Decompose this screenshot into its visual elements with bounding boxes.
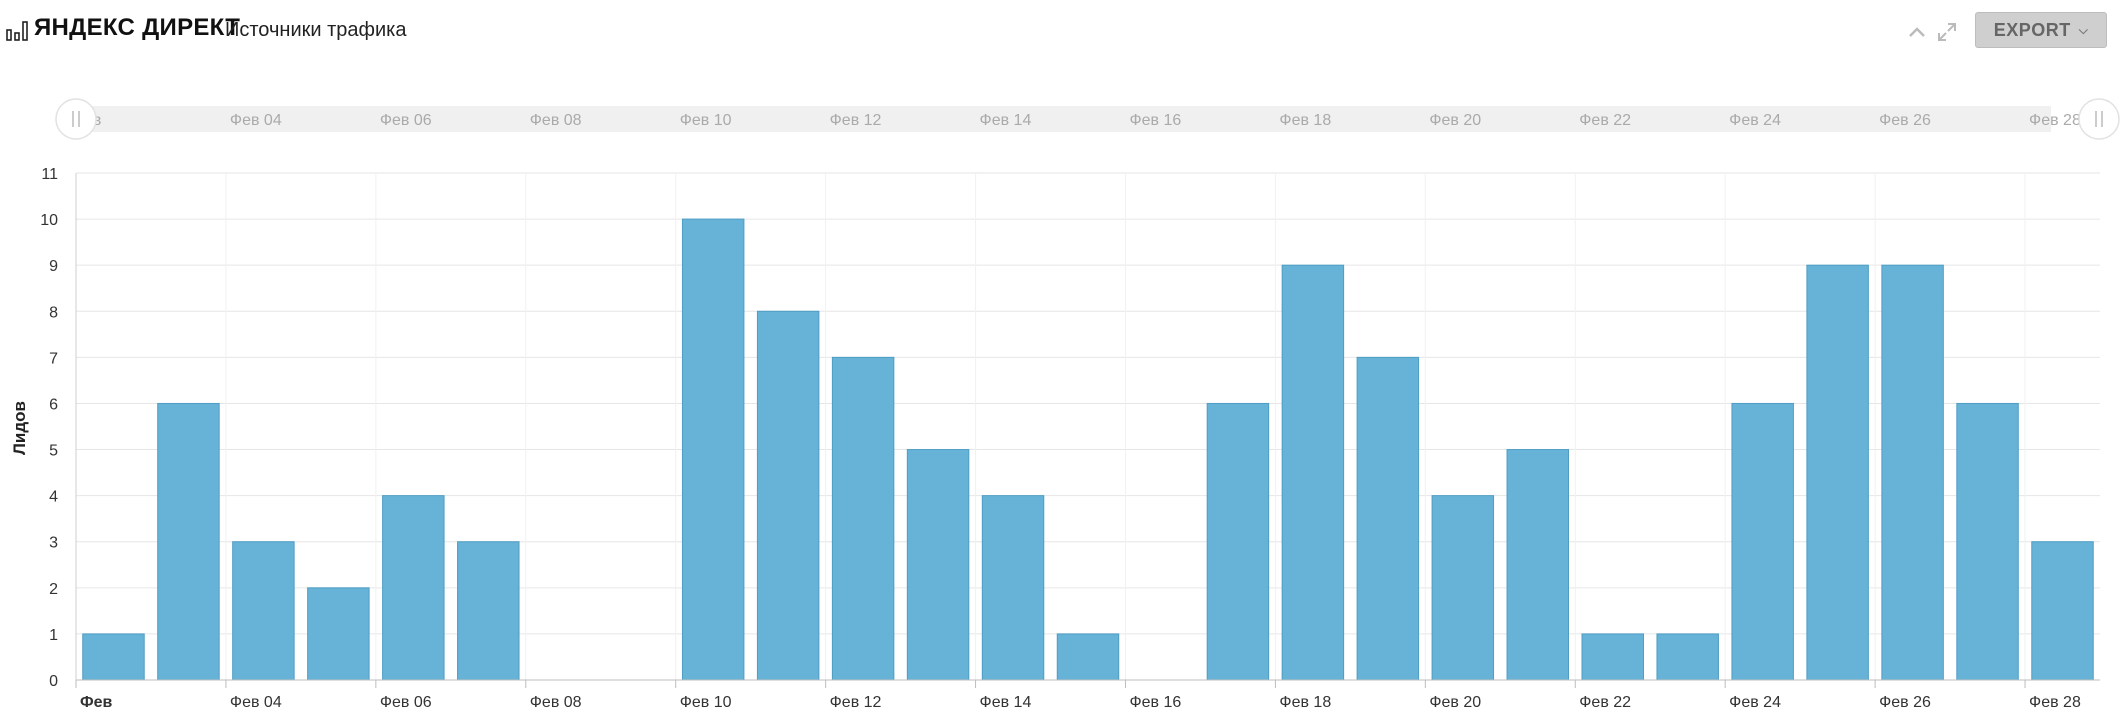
bar-Фев-13[interactable]	[906, 449, 970, 681]
x-axis-ticks: Фев Фев 04 Фев 06 Фев 08 Фев 10 Фев 12 Фев 14 Ф…	[75, 680, 2081, 711]
x-tick-label: Фев 24	[1729, 694, 1781, 711]
bar-Фев-15[interactable]	[1056, 633, 1120, 681]
x-tick-label: Фев	[80, 694, 113, 711]
x-tick-label: Фев 16	[1129, 694, 1181, 711]
export-button[interactable]: EXPORT ⌵	[1975, 12, 2107, 48]
x-tick-label: Фев 10	[680, 694, 732, 711]
y-tick-label: 0	[49, 673, 58, 690]
bar-Фев-22[interactable]	[1581, 633, 1644, 681]
navigator-handle-right[interactable]	[2078, 98, 2120, 140]
bar-Фев-10[interactable]	[681, 218, 745, 681]
bars	[82, 218, 2094, 681]
chevron-down-icon: ⌵	[2078, 22, 2089, 37]
x-tick-label: Фев 06	[380, 694, 432, 711]
navigator-label: Фев 10	[680, 112, 732, 129]
bar-Фев-23[interactable]	[1656, 633, 1719, 681]
bar-Фев-02[interactable]	[82, 633, 145, 681]
y-tick-label: 11	[41, 166, 58, 183]
navigator-label: Фев 14	[980, 112, 1032, 129]
bar-Фев-06[interactable]	[382, 495, 445, 681]
bar-Фев-21[interactable]	[1506, 449, 1570, 681]
x-tick-label: Фев 26	[1879, 694, 1931, 711]
navigator-label: Фев 06	[380, 112, 432, 129]
bar-Фев-24[interactable]	[1731, 402, 1794, 681]
export-label: EXPORT	[1993, 19, 2071, 40]
y-tick-label: 9	[49, 258, 58, 275]
bar-Фев-19[interactable]	[1356, 356, 1420, 681]
bar-Фев-25[interactable]	[1806, 264, 1869, 681]
y-tick-label: 6	[49, 396, 58, 413]
x-tick-label: Фев 28	[2029, 694, 2081, 711]
bar-Фев-27[interactable]	[1956, 402, 2019, 681]
bar-Фев-28[interactable]	[2031, 541, 2094, 681]
brand-title: ЯНДЕКС ДИРЕКТ	[34, 14, 241, 41]
x-tick-label: Фев 22	[1579, 694, 1631, 711]
y-tick-label: 4	[49, 489, 58, 506]
y-tick-label: 5	[49, 443, 58, 460]
y-axis-labels: 0 1 2 3 4 5 6 7 8 9 10 11	[40, 166, 58, 690]
bar-Фев-14[interactable]	[981, 495, 1045, 681]
navigator-label: Фев 08	[530, 112, 582, 129]
navigator-label: Фев 22	[1579, 112, 1631, 129]
navigator-label: Фев 20	[1429, 112, 1481, 129]
bar-Фев-18[interactable]	[1281, 264, 1345, 681]
navigator-label: Фев 24	[1729, 112, 1781, 129]
y-tick-label: 3	[49, 535, 58, 552]
grid	[75, 172, 2100, 680]
navigator-label: Фев 26	[1879, 112, 1931, 129]
y-tick-label: 8	[49, 304, 58, 321]
x-tick-label: Фев 08	[530, 694, 582, 711]
x-tick-label: Фев 12	[830, 694, 882, 711]
navigator-label: Фев 16	[1129, 112, 1181, 129]
bar-Фев-11[interactable]	[756, 310, 820, 681]
x-tick-label: Фев 14	[980, 694, 1032, 711]
bar-Фев-26[interactable]	[1881, 264, 1944, 681]
x-tick-label: Фев 20	[1429, 694, 1481, 711]
navigator-label: Фев 04	[230, 112, 282, 129]
bar-Фев-17[interactable]	[1206, 402, 1270, 681]
navigator-label: Фев 12	[830, 112, 882, 129]
x-tick-label: Фев 18	[1279, 694, 1331, 711]
y-axis-title: Лидов	[10, 401, 29, 455]
navigator-label: Фев 18	[1279, 112, 1331, 129]
y-tick-label: 7	[49, 350, 58, 367]
bar-Фев-05[interactable]	[307, 587, 370, 681]
chart-subtitle: Источники трафика	[225, 19, 407, 41]
bar-Фев-04[interactable]	[232, 541, 295, 681]
y-tick-label: 1	[49, 627, 58, 644]
bar-chart-icon	[6, 21, 28, 41]
bar-Фев-20[interactable]	[1431, 495, 1495, 681]
expand-icon[interactable]	[1935, 20, 1959, 44]
chart-header: ЯНДЕКС ДИРЕКТ Источники трафика EXPORT ⌵	[0, 0, 2127, 62]
y-tick-label: 10	[40, 212, 58, 229]
navigator-label: Фев 28	[2029, 112, 2081, 129]
bar-Фев-07[interactable]	[457, 541, 520, 681]
bar-Фев-12[interactable]	[831, 356, 895, 681]
x-tick-label: Фев 04	[230, 694, 282, 711]
navigator-handle-left[interactable]	[55, 98, 97, 140]
navigator-track[interactable]	[76, 106, 2051, 132]
bar-Фев-03[interactable]	[157, 402, 220, 681]
y-tick-label: 2	[49, 581, 58, 598]
chevron-up-icon[interactable]	[1905, 20, 1929, 44]
